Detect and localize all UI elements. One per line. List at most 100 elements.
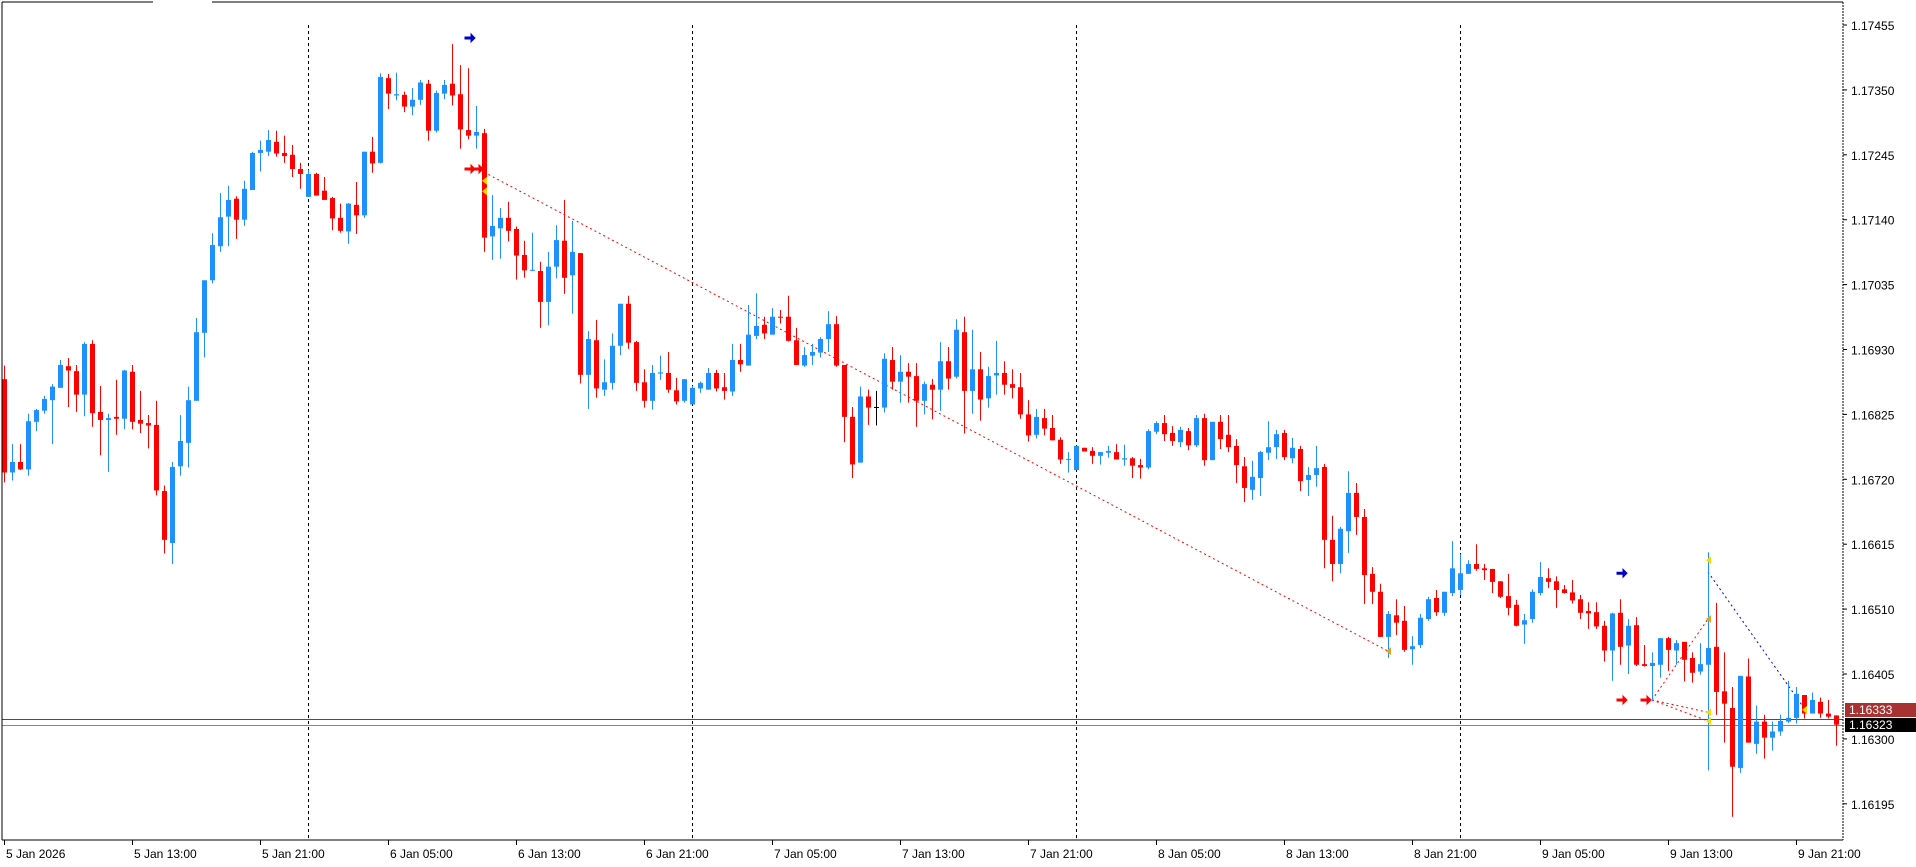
candle — [1266, 421, 1271, 461]
candle-body — [1090, 450, 1095, 456]
candle — [18, 444, 23, 471]
candle-body — [258, 149, 263, 153]
candle-body — [994, 372, 999, 376]
candle — [450, 44, 455, 106]
candle — [1810, 692, 1815, 714]
candle-body — [738, 360, 743, 365]
candle — [842, 364, 847, 443]
candle — [1506, 573, 1511, 616]
candle — [1290, 437, 1295, 464]
time-tick-label: 7 Jan 21:00 — [1030, 847, 1093, 861]
candle — [1018, 372, 1023, 419]
signal-triangle-icon — [1386, 647, 1391, 656]
candle — [1442, 591, 1447, 616]
candle-body — [178, 440, 183, 467]
candle — [1186, 427, 1191, 451]
candle — [1826, 699, 1831, 719]
candle-body — [874, 406, 879, 408]
candle — [946, 347, 951, 390]
candle-body — [474, 131, 479, 136]
candle — [890, 347, 895, 390]
candle — [1554, 576, 1559, 608]
candle-body — [2, 379, 7, 473]
candle-body — [1242, 466, 1247, 488]
candle-body — [306, 173, 311, 197]
candle — [1402, 606, 1407, 652]
candle — [42, 395, 47, 414]
candle-body — [690, 387, 695, 405]
candle — [690, 385, 695, 405]
candle-body — [1154, 423, 1159, 432]
candle-body — [602, 382, 607, 390]
candle-body — [978, 369, 983, 400]
candle-body — [1506, 596, 1511, 608]
candle — [1322, 463, 1327, 569]
candle-body — [434, 92, 439, 131]
candle-body — [1058, 439, 1063, 460]
candle — [650, 364, 655, 410]
candle — [178, 415, 183, 476]
candle — [1130, 457, 1135, 479]
time-tick-label: 9 Jan 05:00 — [1542, 847, 1605, 861]
candle-body — [1346, 492, 1351, 532]
candle — [754, 293, 759, 339]
signal-arrow-icon — [472, 163, 484, 175]
candle-body — [1762, 721, 1767, 738]
candle-body — [1634, 625, 1639, 665]
candle-body — [250, 152, 255, 191]
time-tick-label: 9 Jan 21:00 — [1798, 847, 1861, 861]
candle — [330, 196, 335, 231]
candle — [746, 304, 751, 366]
candle-body — [1354, 492, 1359, 518]
candle — [1066, 452, 1071, 473]
candle-body — [1066, 458, 1071, 460]
price-tick-label: 1.16930 — [1851, 344, 1895, 358]
candle-body — [538, 271, 543, 302]
candle — [738, 343, 743, 372]
candle — [706, 368, 711, 390]
candle-body — [226, 199, 231, 217]
candle — [146, 415, 151, 449]
candle — [50, 384, 55, 445]
candle — [90, 340, 95, 427]
price-axis[interactable]: 1.17455 1.17350 1.17245 1.17140 1.17035 1.169… — [1843, 19, 1895, 812]
candle — [490, 194, 495, 260]
candle-body — [778, 316, 783, 318]
candle — [1794, 686, 1799, 724]
time-axis[interactable]: 5 Jan 2026 5 Jan 13:00 5 Jan 21:00 6 Jan 05… — [4, 840, 1862, 861]
signal-triangle-icon — [1706, 716, 1711, 725]
candle-body — [274, 141, 279, 154]
candle — [930, 379, 935, 420]
candle — [994, 340, 999, 395]
candle-body — [1826, 713, 1831, 717]
candle-body — [882, 358, 887, 408]
signal-triangle-icon — [1706, 556, 1711, 565]
candle-body — [450, 83, 455, 96]
candle-body — [322, 190, 327, 200]
candle-body — [1210, 421, 1215, 461]
candle-body — [1338, 528, 1343, 564]
candle-body — [58, 364, 63, 388]
candle — [34, 408, 39, 432]
candle-body — [746, 334, 751, 366]
candle — [498, 207, 503, 259]
candle-body — [898, 371, 903, 382]
candle — [898, 355, 903, 403]
candle — [954, 319, 959, 379]
candle-body — [1706, 648, 1711, 665]
candle — [1698, 643, 1703, 675]
candle — [1778, 714, 1783, 736]
candle-body — [170, 466, 175, 543]
candle-body — [202, 280, 207, 333]
candle-body — [282, 152, 287, 157]
price-tick-label: 1.17350 — [1851, 84, 1895, 98]
candle-body — [66, 366, 71, 371]
price-tick-label: 1.16510 — [1851, 603, 1895, 617]
candle — [186, 386, 191, 468]
candle-body — [610, 345, 615, 383]
trend-line — [1651, 618, 1709, 701]
candle-body — [1770, 731, 1775, 738]
candle-body — [146, 423, 151, 426]
candle — [778, 309, 783, 324]
